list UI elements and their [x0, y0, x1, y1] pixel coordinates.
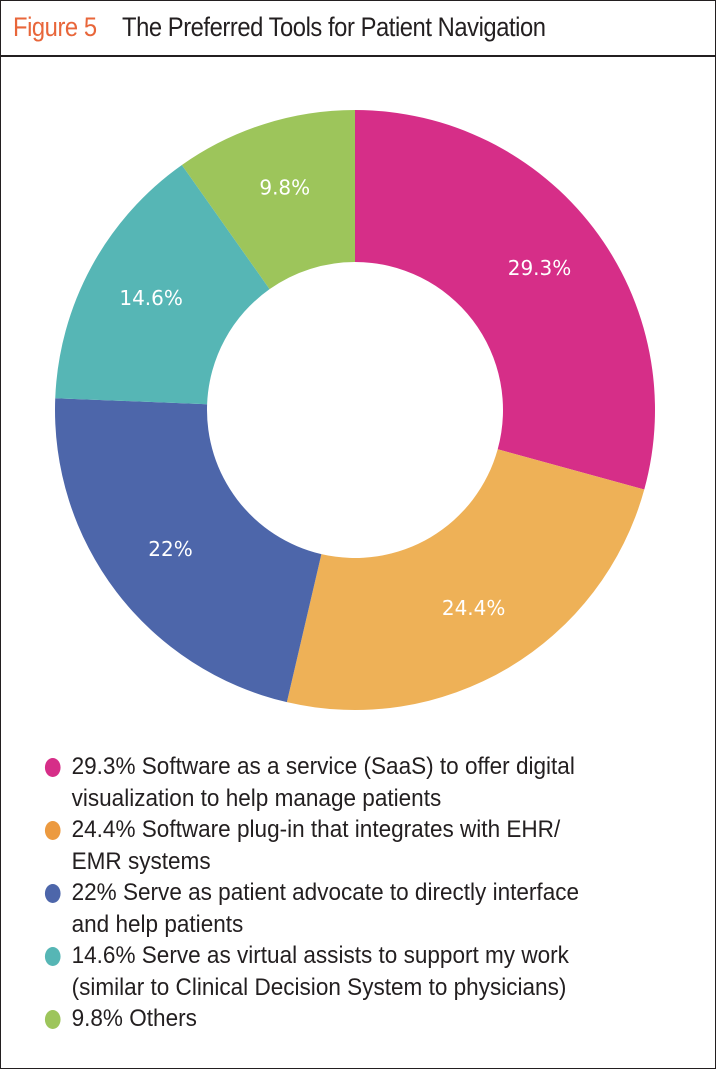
legend-text-line: and help patients	[71, 910, 244, 938]
donut-slice-plugin	[286, 449, 645, 710]
donut-slice-advocate	[54, 398, 322, 703]
legend-text-line: 9.8% Others	[71, 1005, 197, 1032]
donut-slice-others	[181, 110, 355, 290]
legend-dot-icon	[44, 821, 61, 840]
slice-label-plugin: 24.4%	[442, 596, 506, 620]
legend-item-virtual-assist: 14.6% Serve as virtual assists to suppor…	[44, 940, 716, 1003]
legend-text-line: 24.4% Software plug-in that integrates w…	[71, 816, 561, 843]
legend-item-advocate: 22% Serve as patient advocate to directl…	[44, 877, 716, 940]
figure-number: Figure 5	[13, 12, 97, 42]
legend-dot-icon	[44, 1010, 61, 1029]
legend-text-line: visualization to help manage patients	[71, 784, 442, 812]
legend-text-line: EMR systems	[71, 847, 211, 875]
legend-dot-icon	[44, 884, 61, 903]
slice-label-virtual-assist: 14.6%	[119, 286, 183, 310]
legend-text-line: 29.3% Software as a service (SaaS) to of…	[71, 753, 575, 780]
legend-item-others: 9.8% Others	[44, 1003, 716, 1035]
chart-legend: 29.3% Software as a service (SaaS) to of…	[44, 751, 704, 1035]
legend-text-line: 22% Serve as patient advocate to directl…	[71, 879, 580, 906]
legend-item-saas: 29.3% Software as a service (SaaS) to of…	[44, 751, 716, 814]
donut-slice-virtual-assist	[55, 164, 270, 405]
donut-labels: 29.3% 24.4% 22% 14.6% 9.8%	[119, 175, 571, 619]
legend-item-plugin: 24.4% Software plug-in that integrates w…	[44, 814, 716, 877]
slice-label-others: 9.8%	[259, 175, 310, 199]
legend-dot-icon	[44, 758, 61, 777]
donut-chart: 29.3% 24.4% 22% 14.6% 9.8%	[54, 110, 655, 710]
legend-text-line: 14.6% Serve as virtual assists to suppor…	[71, 942, 569, 969]
legend-dot-icon	[44, 947, 61, 966]
legend-text-line: (similar to Clinical Decision System to …	[71, 973, 567, 1001]
slice-label-advocate: 22%	[148, 537, 192, 561]
figure-title: The Preferred Tools for Patient Navigati…	[122, 12, 546, 42]
figure-header: Figure 5 The Preferred Tools for Patient…	[0, 0, 716, 57]
donut-slice-saas	[355, 110, 655, 490]
donut-slices	[54, 110, 655, 710]
slice-label-saas: 29.3%	[508, 256, 572, 280]
